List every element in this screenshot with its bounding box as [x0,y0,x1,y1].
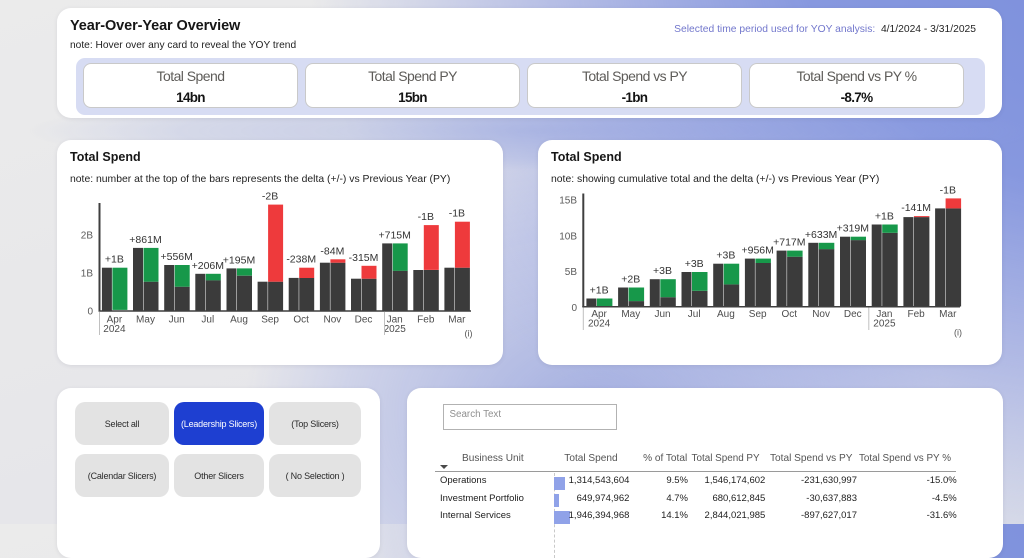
svg-text:2024: 2024 [588,319,611,330]
svg-text:+319M: +319M [837,223,869,235]
svg-text:Jul: Jul [201,315,214,326]
svg-text:May: May [621,309,640,320]
svg-text:10B: 10B [559,231,577,242]
svg-text:-141M: -141M [901,202,931,214]
svg-text:Apr: Apr [107,315,123,326]
svg-text:Mar: Mar [939,309,957,320]
svg-text:2025: 2025 [873,319,896,330]
svg-text:Oct: Oct [782,309,798,320]
svg-text:+195M: +195M [223,254,255,266]
svg-text:(i): (i) [465,329,473,339]
svg-text:Jan: Jan [876,309,892,320]
svg-text:+3B: +3B [716,250,735,262]
svg-text:+717M: +717M [773,237,805,249]
svg-text:Jun: Jun [169,315,185,326]
svg-text:2B: 2B [81,231,94,242]
svg-text:Sep: Sep [749,309,767,320]
svg-text:Jul: Jul [688,309,701,320]
svg-text:+2B: +2B [621,274,640,286]
svg-text:+715M: +715M [378,229,410,241]
svg-text:+861M: +861M [129,234,161,246]
svg-text:2025: 2025 [384,324,407,335]
svg-text:+1B: +1B [875,211,894,223]
svg-text:Sep: Sep [261,315,279,326]
svg-text:-84M: -84M [320,245,344,257]
svg-text:Jan: Jan [387,315,403,326]
svg-text:Aug: Aug [230,315,248,326]
svg-text:5B: 5B [565,267,578,278]
svg-text:-315M: -315M [349,252,379,264]
svg-text:-1B: -1B [940,184,956,196]
svg-text:Aug: Aug [717,309,735,320]
svg-text:15B: 15B [559,196,577,207]
svg-text:+3B: +3B [653,265,672,277]
svg-text:(i): (i) [954,328,962,338]
svg-text:Feb: Feb [417,315,435,326]
svg-text:2024: 2024 [103,324,126,335]
svg-text:+556M: +556M [160,251,192,263]
svg-text:+633M: +633M [805,229,837,241]
svg-text:Oct: Oct [293,315,309,326]
svg-text:May: May [136,315,155,326]
svg-text:0: 0 [87,307,93,318]
svg-text:+206M: +206M [192,260,224,272]
svg-text:Dec: Dec [355,315,373,326]
svg-text:Nov: Nov [812,309,830,320]
svg-text:-238M: -238M [286,254,316,266]
svg-text:1B: 1B [81,269,94,280]
svg-text:+1B: +1B [590,285,609,297]
svg-text:-1B: -1B [418,211,434,223]
svg-text:Nov: Nov [324,315,342,326]
svg-text:+1B: +1B [105,254,124,266]
svg-text:Jun: Jun [654,309,670,320]
svg-text:Feb: Feb [907,309,925,320]
svg-text:0: 0 [571,303,577,314]
svg-text:Dec: Dec [844,309,862,320]
svg-text:+3B: +3B [685,258,704,270]
svg-text:-2B: -2B [262,191,278,203]
svg-text:Mar: Mar [448,315,466,326]
svg-text:+956M: +956M [741,245,773,257]
svg-text:Apr: Apr [591,309,607,320]
svg-text:-1B: -1B [449,208,465,220]
